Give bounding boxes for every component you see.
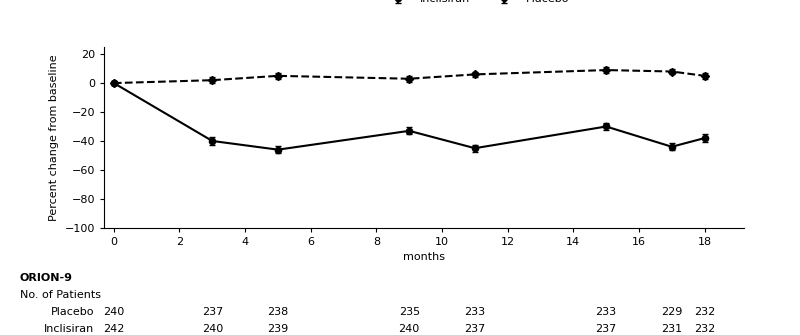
Text: 232: 232 [694, 324, 715, 334]
Text: 229: 229 [661, 307, 682, 317]
Text: 240: 240 [398, 324, 420, 334]
Text: 237: 237 [595, 324, 617, 334]
Text: 231: 231 [662, 324, 682, 334]
Y-axis label: Percent change from baseline: Percent change from baseline [49, 54, 59, 221]
Text: 233: 233 [464, 307, 486, 317]
Text: 235: 235 [398, 307, 420, 317]
Text: No. of Patients: No. of Patients [20, 290, 101, 300]
Text: ORION-9: ORION-9 [20, 273, 73, 283]
Legend: Inclisiran, Placebo: Inclisiran, Placebo [377, 0, 574, 8]
Text: 233: 233 [595, 307, 617, 317]
X-axis label: months: months [403, 252, 445, 262]
Text: 237: 237 [464, 324, 486, 334]
Text: 242: 242 [103, 324, 125, 334]
Text: 240: 240 [202, 324, 223, 334]
Text: Inclisiran: Inclisiran [44, 324, 94, 334]
Text: 240: 240 [103, 307, 125, 317]
Text: 239: 239 [267, 324, 289, 334]
Text: Placebo: Placebo [51, 307, 94, 317]
Text: 237: 237 [202, 307, 223, 317]
Text: 232: 232 [694, 307, 715, 317]
Text: 238: 238 [267, 307, 289, 317]
